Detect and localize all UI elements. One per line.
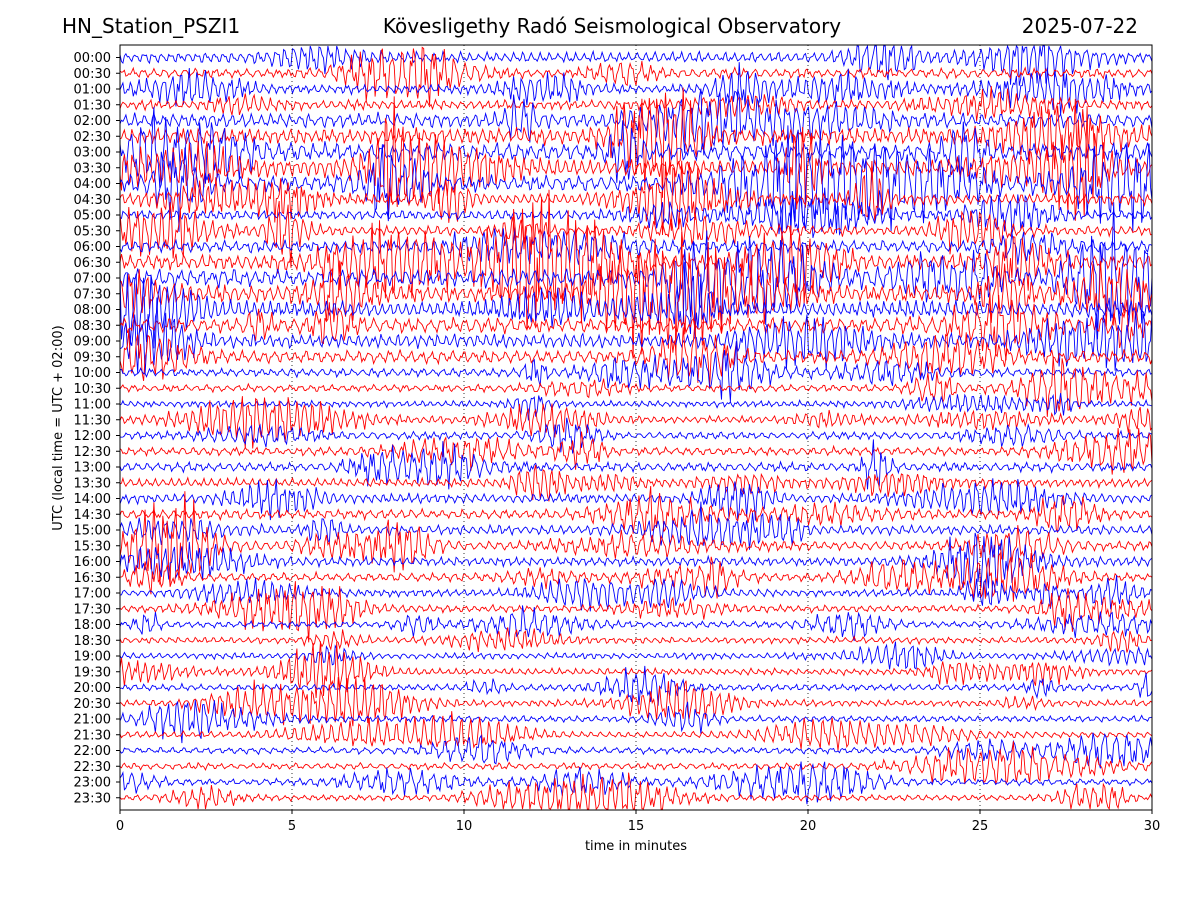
- row-label: 15:00: [74, 524, 111, 539]
- trace-1730: [119, 581, 1153, 643]
- row-label: 17:30: [74, 602, 111, 617]
- x-tick-label: 30: [1144, 819, 1161, 834]
- row-label: 14:30: [74, 508, 111, 523]
- row-label: 09:00: [74, 335, 111, 350]
- trace-2200: [119, 732, 1153, 769]
- row-label: 22:30: [74, 760, 111, 775]
- trace-0900: [119, 297, 1153, 374]
- trace-0230: [119, 87, 1153, 198]
- row-label: 02:30: [74, 130, 111, 145]
- row-label: 21:00: [74, 713, 111, 728]
- row-label: 13:00: [74, 461, 111, 476]
- row-label: 18:30: [74, 634, 111, 649]
- x-axis: 0 5 10 15 20 25 30: [116, 810, 1160, 834]
- row-label: 17:00: [74, 587, 111, 602]
- trace-1230: [119, 427, 1153, 475]
- trace-2130: [119, 711, 1153, 751]
- row-label: 12:00: [74, 429, 111, 444]
- trace-group: [119, 44, 1153, 811]
- row-label: 22:00: [74, 744, 111, 759]
- trace-1130: [119, 396, 1153, 449]
- row-label: 04:30: [74, 193, 111, 208]
- row-label: 00:00: [74, 51, 111, 66]
- x-axis-label: time in minutes: [585, 839, 687, 854]
- row-label: 11:00: [74, 398, 111, 413]
- row-label: 19:30: [74, 665, 111, 680]
- trace-1830: [119, 627, 1153, 653]
- trace-0730: [119, 231, 1153, 359]
- row-label: 10:30: [74, 382, 111, 397]
- row-label: 21:30: [74, 728, 111, 743]
- row-label: 06:30: [74, 256, 111, 271]
- row-label: 03:00: [74, 146, 111, 161]
- trace-1330: [119, 464, 1153, 502]
- row-label: 20:30: [74, 697, 111, 712]
- row-label: 09:30: [74, 350, 111, 365]
- trace-1030: [119, 356, 1153, 417]
- row-label: 18:00: [74, 618, 111, 633]
- x-tick-label: 10: [456, 819, 473, 834]
- row-label: 02:00: [74, 114, 111, 129]
- row-label: 15:30: [74, 539, 111, 554]
- row-label: 16:30: [74, 571, 111, 586]
- trace-2230: [119, 741, 1153, 785]
- trace-0800: [119, 262, 1153, 349]
- trace-0400: [119, 125, 1153, 242]
- date-label: 2025-07-22: [1021, 14, 1138, 38]
- row-label: 06:00: [74, 240, 111, 255]
- x-tick-label: 5: [288, 819, 296, 834]
- trace-1200: [119, 417, 1153, 454]
- x-tick-label: 15: [628, 819, 645, 834]
- row-label: 11:30: [74, 413, 111, 428]
- row-label: 00:30: [74, 67, 111, 82]
- row-label: 14:00: [74, 492, 111, 507]
- row-label: 10:00: [74, 366, 111, 381]
- trace-0130: [119, 86, 1153, 122]
- row-label: 16:00: [74, 555, 111, 570]
- trace-0200: [119, 88, 1153, 156]
- row-label: 08:00: [74, 303, 111, 318]
- row-label: 05:00: [74, 209, 111, 224]
- trace-0500: [119, 194, 1153, 239]
- chart-title: Kövesligethy Radó Seismological Observat…: [382, 14, 842, 38]
- station-label: HN_Station_PSZI1: [62, 14, 241, 38]
- row-label: 19:00: [74, 650, 111, 665]
- trace-0300: [119, 106, 1153, 189]
- trace-2330: [119, 772, 1153, 811]
- y-axis-label: UTC (local time = UTC + 02:00): [51, 325, 66, 530]
- trace-0930: [119, 320, 1153, 387]
- x-tick-label: 20: [800, 819, 817, 834]
- row-label: 03:30: [74, 161, 111, 176]
- row-label: 12:30: [74, 445, 111, 460]
- row-label: 07:00: [74, 272, 111, 287]
- row-label: 04:00: [74, 177, 111, 192]
- x-tick-label: 25: [972, 819, 989, 834]
- trace-1400: [119, 478, 1153, 521]
- row-label: 08:30: [74, 319, 111, 334]
- row-label: 01:30: [74, 98, 111, 113]
- row-label: 20:00: [74, 681, 111, 696]
- trace-1430: [119, 485, 1153, 536]
- row-label: 07:30: [74, 287, 111, 302]
- row-label: 23:00: [74, 776, 111, 791]
- row-label: 05:30: [74, 224, 111, 239]
- row-label: 13:30: [74, 476, 111, 491]
- y-axis: 00:0000:3001:0001:3002:0002:3003:0003:30…: [74, 51, 120, 806]
- row-label: 01:00: [74, 83, 111, 98]
- x-tick-label: 0: [116, 819, 124, 834]
- row-label: 23:30: [74, 791, 111, 806]
